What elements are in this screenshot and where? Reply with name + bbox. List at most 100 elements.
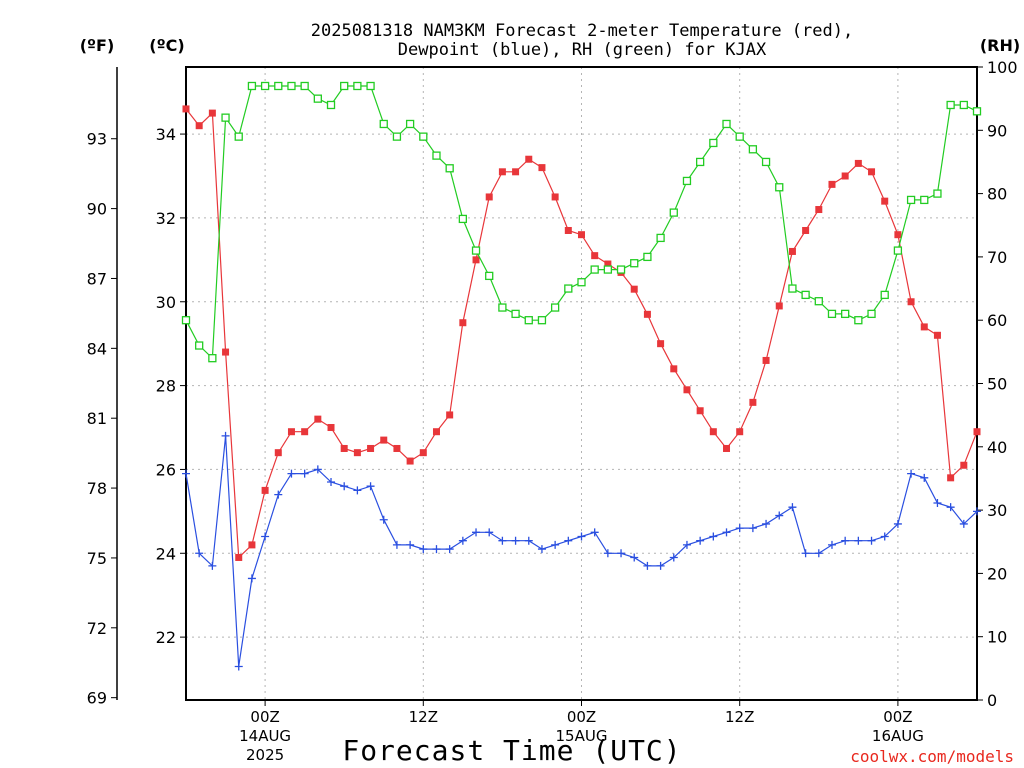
temperature-point (788, 247, 796, 255)
temperature-point (498, 168, 506, 176)
rh-point (841, 309, 850, 319)
dewpoint-point (814, 549, 823, 558)
temperature-point (485, 193, 493, 201)
rh-point (313, 94, 322, 103)
dewpoint-point (485, 528, 494, 537)
temperature-point (195, 122, 203, 130)
rh-point (458, 214, 468, 224)
dewpoint-point (893, 519, 902, 528)
dewpoint-point (537, 545, 546, 554)
rh-point (524, 316, 533, 325)
temperature-point (775, 302, 783, 310)
temperature-point (683, 386, 691, 394)
temperature-point (432, 428, 440, 436)
x-tick-label: 12Z (725, 708, 754, 726)
dewpoint-point (432, 545, 441, 554)
rh-point (300, 81, 309, 91)
rh-tick-label: 40 (987, 438, 1007, 457)
rh-point (498, 303, 507, 312)
rh-point (221, 113, 230, 122)
dewpoint-point (524, 536, 533, 545)
dewpoint-point (551, 540, 560, 549)
rh-point (260, 81, 270, 91)
temperature-point (960, 461, 968, 469)
temperature-point (564, 226, 572, 234)
dewpoint-point (722, 528, 731, 537)
temperature-point (723, 444, 731, 452)
rh-point (577, 278, 586, 287)
dewpoint-point (656, 561, 665, 570)
celsius-tick-label: 30 (156, 293, 176, 312)
rh-point (537, 316, 547, 325)
rh-point (366, 81, 375, 91)
temperature-point (459, 319, 467, 327)
temperature-point (367, 444, 375, 452)
temperature-point (314, 415, 322, 423)
rh-point (906, 195, 916, 205)
dewpoint-point (208, 561, 217, 570)
temperature-point (802, 226, 810, 234)
fahrenheit-tick-label: 75 (87, 549, 107, 568)
rh-point (511, 309, 520, 319)
rh-point (682, 176, 692, 186)
x-tick-label: 12Z (409, 708, 438, 726)
dewpoint-point (762, 519, 771, 528)
x-tick-date: 14AUG (239, 727, 291, 745)
temperature-point (709, 428, 717, 436)
temperature-point (854, 159, 862, 167)
rh-point (814, 297, 823, 306)
dewpoint-point (841, 536, 850, 545)
rh-point (616, 265, 626, 274)
rh-point (247, 81, 257, 91)
dewpoint-point (221, 431, 230, 440)
dewpoint-point (907, 469, 916, 478)
rh-point (432, 151, 441, 160)
dewpoint-point (880, 532, 889, 541)
temperature-point (947, 474, 955, 482)
dewpoint-point (274, 490, 283, 499)
temperature-point (657, 340, 665, 348)
rh-point (630, 259, 639, 268)
x-tick-label: 00Z (250, 708, 279, 726)
dewpoint-point (669, 553, 678, 562)
dewpoint-point (327, 478, 336, 487)
rh-point (854, 316, 863, 325)
dewpoint-point (775, 511, 784, 520)
dewpoint-point (340, 482, 349, 491)
rh-point (669, 208, 678, 217)
dewpoint-point (287, 469, 296, 478)
temperature-point (380, 436, 388, 444)
dewpoint-point (867, 536, 876, 545)
dewpoint-point (247, 574, 256, 583)
rh-point (353, 81, 362, 91)
rh-point (801, 290, 810, 300)
axes (111, 66, 983, 706)
chart-title-line-1: 2025081318 NAM3KM Forecast 2-meter Tempe… (311, 21, 853, 41)
celsius-tick-label: 32 (156, 209, 176, 228)
temperature-point (182, 105, 190, 113)
dewpoint-point (590, 528, 599, 537)
rh-point (933, 189, 942, 198)
source-credit: coolwx.com/models (850, 747, 1014, 766)
rh-point (696, 157, 705, 167)
temperature-point (274, 449, 282, 457)
x-tick-date: 15AUG (556, 727, 608, 745)
rh-tick-label: 20 (987, 564, 1007, 583)
rh-point (195, 341, 204, 350)
x-axis-title: Forecast Time (UTC) (342, 734, 681, 767)
x-tick-label: 00Z (883, 708, 912, 726)
temperature-point (353, 449, 361, 457)
temperature-point (894, 231, 902, 239)
rh-point (656, 233, 665, 243)
dewpoint-point (300, 469, 309, 478)
dewpoint-point (419, 545, 428, 554)
temperature-point (419, 449, 427, 457)
fahrenheit-tick-label: 84 (87, 339, 107, 358)
celsius-tick-label: 24 (156, 544, 176, 563)
dewpoint-point (564, 536, 573, 545)
rh-tick-label: 50 (987, 375, 1007, 394)
celsius-unit-label: (ºC) (149, 36, 184, 55)
temperature-point (749, 398, 757, 406)
fahrenheit-tick-label: 87 (87, 269, 107, 288)
